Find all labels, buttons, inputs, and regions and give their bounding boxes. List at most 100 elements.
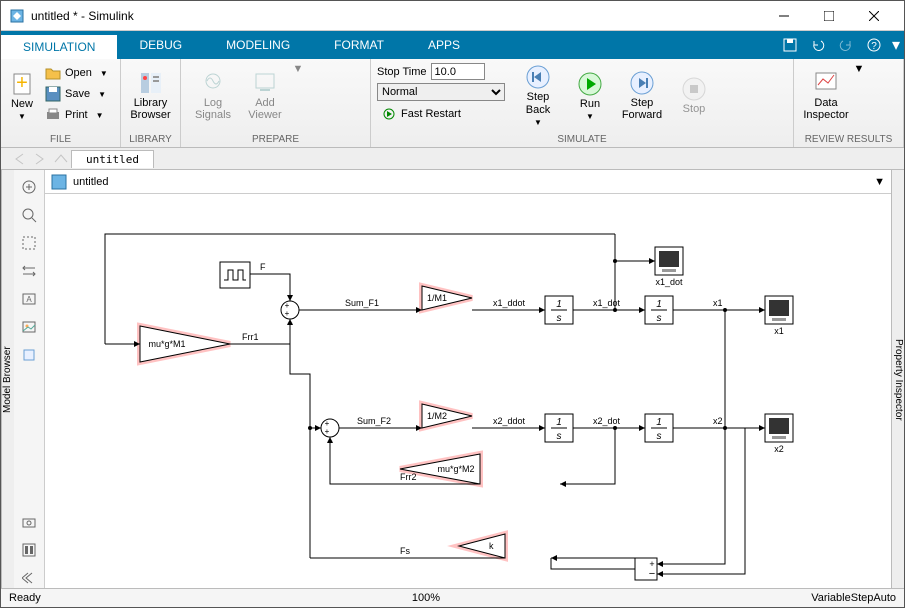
svg-text:x2_ddot: x2_ddot <box>493 416 526 426</box>
svg-text:x2_dot: x2_dot <box>593 416 621 426</box>
svg-text:1: 1 <box>656 417 662 428</box>
document-tab[interactable]: untitled <box>71 150 154 168</box>
tab-format[interactable]: FORMAT <box>312 31 406 59</box>
image-icon[interactable] <box>18 316 40 338</box>
record-icon[interactable] <box>18 539 40 561</box>
group-review-label: REVIEW RESULTS <box>794 134 903 147</box>
svg-text:Sum_F2: Sum_F2 <box>357 416 391 426</box>
svg-text:x1_dot: x1_dot <box>593 298 621 308</box>
statusbar: Ready 100% VariableStepAuto <box>1 588 904 607</box>
print-button[interactable]: Print▼ <box>41 105 112 125</box>
group-simulate-label: SIMULATE <box>371 134 793 147</box>
svg-text:s: s <box>657 431 662 442</box>
titlebar: untitled * - Simulink <box>1 1 904 31</box>
zoom-icon[interactable] <box>18 204 40 226</box>
run-button[interactable]: Run▼ <box>564 63 616 129</box>
menu-chevron[interactable]: ▾ <box>888 31 904 59</box>
review-dropdown[interactable]: ▼ <box>852 63 866 75</box>
tab-apps[interactable]: APPS <box>406 31 482 59</box>
status-ready: Ready <box>9 592 41 604</box>
svg-text:?: ? <box>871 41 877 52</box>
canvas[interactable]: mu*g*M11/M11/M2mu*g*M2k1s1s1s1sx1_dotx1x… <box>45 194 891 589</box>
library-browser-button[interactable]: Library Browser <box>127 63 174 129</box>
undo-icon[interactable] <box>804 31 832 59</box>
svg-text:x1: x1 <box>713 298 723 308</box>
svg-text:A: A <box>26 295 32 304</box>
add-viewer-button[interactable]: Add Viewer <box>239 63 291 129</box>
window-title: untitled * - Simulink <box>31 9 761 23</box>
toggle-icon[interactable] <box>18 260 40 282</box>
breadcrumb-model[interactable]: untitled <box>73 176 108 188</box>
svg-text:s: s <box>557 431 562 442</box>
svg-text:1: 1 <box>656 299 662 310</box>
stoptime-input[interactable] <box>431 63 485 80</box>
canvas-toolbar: A <box>14 170 45 589</box>
status-zoom: 100% <box>412 592 440 604</box>
svg-text:Frr1: Frr1 <box>242 332 259 342</box>
stoptime-label: Stop Time <box>377 66 427 78</box>
hide-browser-icon[interactable] <box>18 176 40 198</box>
svg-text:s: s <box>557 313 562 324</box>
svg-text:x2: x2 <box>713 416 723 426</box>
tab-debug[interactable]: DEBUG <box>117 31 204 59</box>
tab-modeling[interactable]: MODELING <box>204 31 312 59</box>
svg-text:s: s <box>657 313 662 324</box>
document-tabs: untitled <box>1 148 904 170</box>
log-signals-button[interactable]: Log Signals <box>187 63 239 129</box>
property-inspector-sidebar[interactable]: Property Inspector <box>891 170 904 589</box>
prepare-dropdown[interactable]: ▼ <box>291 63 305 75</box>
help-icon[interactable]: ? <box>860 31 888 59</box>
step-forward-button[interactable]: Step Forward <box>616 63 668 129</box>
collapse-icon[interactable] <box>18 567 40 589</box>
fit-icon[interactable] <box>18 232 40 254</box>
svg-text:Sum_F1: Sum_F1 <box>345 298 379 308</box>
data-inspector-button[interactable]: Data Inspector <box>800 63 852 129</box>
nav-back-icon[interactable] <box>11 151 31 167</box>
screenshot-icon[interactable] <box>18 511 40 533</box>
status-solver: VariableStepAuto <box>811 592 896 604</box>
step-back-button[interactable]: Step Back▼ <box>512 63 564 129</box>
save-icon[interactable] <box>776 31 804 59</box>
svg-text:+: + <box>16 72 28 94</box>
svg-text:Fs: Fs <box>400 546 410 556</box>
annotation-icon[interactable]: A <box>18 288 40 310</box>
svg-text:k: k <box>489 541 494 551</box>
svg-text:F: F <box>260 262 266 272</box>
group-prepare-label: PREPARE <box>181 134 370 147</box>
svg-text:−: − <box>649 568 655 580</box>
svg-text:x1_ddot: x1_ddot <box>493 298 526 308</box>
svg-text:1/M1: 1/M1 <box>427 293 447 303</box>
breadcrumb: untitled ▼ <box>45 170 891 194</box>
canvas-wrap: untitled ▼ mu*g*M11/M11/M2mu*g*M2k1s1s1s… <box>45 170 891 589</box>
svg-text:1: 1 <box>556 299 562 310</box>
redo-icon[interactable] <box>832 31 860 59</box>
minimize-button[interactable] <box>761 1 806 30</box>
stop-button[interactable]: Stop <box>668 63 720 129</box>
model-browser-sidebar[interactable]: Model Browser <box>1 170 14 589</box>
svg-text:mu*g*M1: mu*g*M1 <box>148 339 185 349</box>
menu-tabs: SIMULATION DEBUG MODELING FORMAT APPS ? … <box>1 31 904 59</box>
svg-text:x2: x2 <box>774 444 784 454</box>
nav-up-icon[interactable] <box>51 151 71 167</box>
group-file-label: FILE <box>1 134 120 147</box>
breadcrumb-chevron[interactable]: ▼ <box>874 176 885 188</box>
tab-simulation[interactable]: SIMULATION <box>1 33 117 59</box>
simulink-icon <box>9 8 25 24</box>
close-button[interactable] <box>851 1 896 30</box>
svg-text:+: + <box>285 309 290 318</box>
new-button[interactable]: + New▼ <box>7 63 37 129</box>
save-button[interactable]: Save▼ <box>41 84 112 104</box>
main-area: Model Browser A untitled ▼ mu*g*M11/M11/… <box>1 170 904 589</box>
open-button[interactable]: Open▼ <box>41 63 112 83</box>
fast-restart-button[interactable]: Fast Restart <box>377 104 512 124</box>
svg-text:+: + <box>325 427 330 436</box>
nav-fwd-icon[interactable] <box>31 151 51 167</box>
mode-select[interactable]: Normal <box>377 83 505 101</box>
maximize-button[interactable] <box>806 1 851 30</box>
svg-text:Frr2: Frr2 <box>400 472 417 482</box>
group-library-label: LIBRARY <box>121 134 180 147</box>
area-icon[interactable] <box>18 344 40 366</box>
svg-text:1: 1 <box>556 417 562 428</box>
model-icon <box>51 174 67 190</box>
svg-text:x1_dot: x1_dot <box>655 277 683 287</box>
